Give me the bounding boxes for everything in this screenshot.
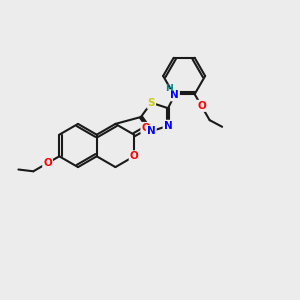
Text: O: O [141, 123, 150, 133]
Text: N: N [170, 90, 179, 100]
Text: O: O [197, 101, 206, 111]
Text: S: S [148, 98, 155, 108]
Text: H: H [165, 84, 173, 93]
Text: O: O [130, 151, 139, 161]
Text: N: N [164, 121, 172, 131]
Text: O: O [43, 158, 52, 168]
Text: N: N [147, 126, 156, 136]
